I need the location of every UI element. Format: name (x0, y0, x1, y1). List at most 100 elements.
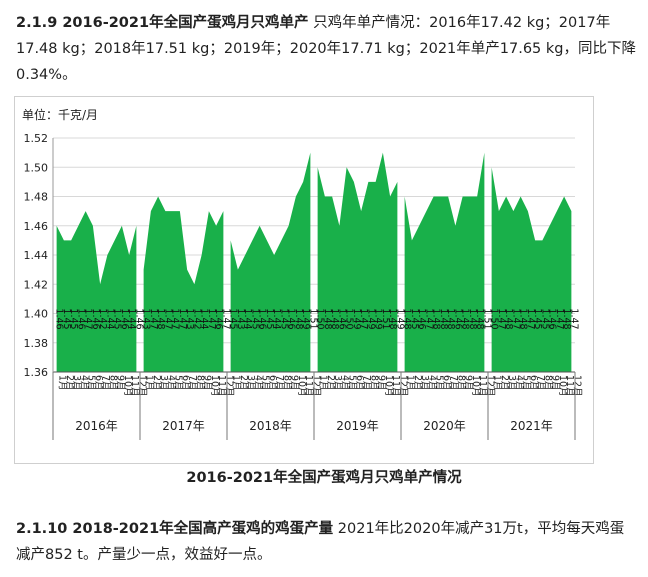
egg-yield-area-chart: 单位：千克/月1.361.381.401.421.441.461.481.501… (22, 107, 582, 440)
year-label: 2021年 (510, 419, 553, 433)
month-tick-label: 4月 (165, 375, 176, 391)
month-tick-label: 2月 (412, 375, 423, 391)
data-label: 1.44 (271, 308, 282, 329)
month-tick-label: 4月 (339, 375, 350, 391)
month-tick-label: 3月 (332, 375, 343, 391)
month-tick-label: 10月 (470, 375, 481, 397)
data-label: 1.48 (438, 308, 449, 329)
data-label: 1.47 (358, 308, 369, 329)
section-2-1-10-paragraph: 2.1.10 2018-2021年全国高产蛋鸡的鸡蛋产量 2021年比2020年… (16, 516, 636, 568)
month-tick-label: 9月 (202, 375, 213, 391)
data-label: 1.48 (387, 308, 398, 329)
data-label: 1.48 (322, 308, 333, 329)
year-label: 2019年 (336, 419, 379, 433)
data-label: 1.49 (300, 308, 311, 329)
data-label: 1.45 (409, 308, 420, 329)
figure-caption: 2016-2021年全国产蛋鸡月只鸡单产情况 (186, 470, 462, 486)
y-tick-label: 1.52 (24, 132, 49, 145)
data-label: 1.44 (242, 308, 253, 329)
data-label: 1.46 (133, 308, 144, 329)
data-label: 1.43 (235, 308, 246, 329)
year-label: 2018年 (249, 419, 292, 433)
month-tick-label: 6月 (354, 375, 365, 391)
area-2018年 (230, 152, 311, 372)
data-label: 1.50 (489, 308, 500, 329)
month-tick-label: 8月 (368, 375, 379, 391)
month-tick-label: 1月 (405, 375, 416, 391)
data-label: 1.46 (416, 308, 427, 329)
month-tick-label: 7月 (535, 375, 546, 391)
data-label: 1.43 (141, 308, 152, 329)
data-label: 1.47 (510, 308, 521, 329)
year-label: 2016年 (75, 419, 118, 433)
data-label: 1.45 (228, 308, 239, 329)
data-label: 1.48 (155, 308, 166, 329)
data-label: 1.44 (126, 308, 137, 329)
area-2016年 (56, 211, 137, 372)
data-label: 1.47 (170, 308, 181, 329)
data-label: 1.45 (278, 308, 289, 329)
data-label: 1.48 (293, 308, 304, 329)
month-tick-label: 12月 (223, 375, 234, 397)
section-2-1-10-body: 2021年比2020年减产31万t，平均每天鸡蛋减产852 t。产量少一点，效益… (16, 521, 625, 563)
y-tick-label: 1.50 (24, 161, 49, 174)
data-label: 1.46 (286, 308, 297, 329)
data-label: 1.47 (525, 308, 536, 329)
data-label: 1.45 (68, 308, 79, 329)
month-tick-label: 9月 (289, 375, 300, 391)
y-tick-label: 1.36 (24, 366, 49, 379)
data-label: 1.42 (191, 308, 202, 329)
month-tick-label: 7月 (187, 375, 198, 391)
data-label: 1.48 (474, 308, 485, 329)
month-tick-label: 12月 (310, 375, 321, 397)
area-2019年 (317, 152, 398, 372)
section-2-1-9-body: 只鸡年单产情况：2016年17.42 kg；2017年17.48 kg；2018… (16, 15, 636, 83)
y-tick-label: 1.48 (24, 191, 49, 204)
month-tick-label: 5月 (434, 375, 445, 391)
month-tick-label: 10月 (383, 375, 394, 397)
chart-figure: 单位：千克/月 1.36 1.38 1.40 1.42 1.44 1.46 1.48 1.50 1… (14, 96, 594, 464)
data-label: 1.43 (184, 308, 195, 329)
data-label: 1.44 (104, 308, 115, 329)
data-label: 1.45 (112, 308, 123, 329)
month-tick-label: 12月 (136, 375, 147, 397)
data-label: 1.45 (61, 308, 72, 329)
data-label: 1.49 (373, 308, 384, 329)
month-tick-label: 10月 (122, 375, 133, 397)
month-tick-label: 5月 (86, 375, 97, 391)
month-tick-label: 10月 (209, 375, 220, 397)
month-tick-label: 1月 (144, 375, 155, 391)
month-tick-label: 7月 (361, 375, 372, 391)
month-tick-label: 1月 (57, 375, 68, 391)
y-tick-label: 1.40 (24, 308, 49, 321)
month-tick-label: 4月 (252, 375, 263, 391)
y-tick-label: 1.38 (24, 337, 49, 350)
month-tick-label: 3月 (245, 375, 256, 391)
data-label: 1.47 (148, 308, 159, 329)
data-label: 1.46 (90, 308, 101, 329)
month-tick-label: 11月 (129, 375, 140, 397)
month-tick-label: 10月 (557, 375, 568, 397)
month-tick-label: 2月 (64, 375, 75, 391)
month-tick-label: 9月 (376, 375, 387, 391)
month-tick-label: 7月 (274, 375, 285, 391)
month-tick-label: 11月 (477, 375, 488, 397)
month-tick-label: 3月 (419, 375, 430, 391)
data-label: 1.47 (177, 308, 188, 329)
month-tick-label: 6月 (528, 375, 539, 391)
month-tick-label: 1月 (231, 375, 242, 391)
month-tick-label: 12月 (571, 375, 582, 397)
month-tick-label: 9月 (550, 375, 561, 391)
month-tick-label: 1月 (492, 375, 503, 391)
month-tick-label: 12月 (397, 375, 408, 397)
data-label: 1.51 (481, 308, 492, 329)
data-label: 1.50 (344, 308, 355, 329)
area-2017年 (143, 196, 224, 372)
month-tick-label: 11月 (216, 375, 227, 397)
data-label: 1.48 (460, 308, 471, 329)
month-tick-label: 2月 (325, 375, 336, 391)
month-tick-label: 3月 (158, 375, 169, 391)
area-2020年 (404, 152, 485, 372)
data-label: 1.47 (496, 308, 507, 329)
data-label: 1.49 (365, 308, 376, 329)
